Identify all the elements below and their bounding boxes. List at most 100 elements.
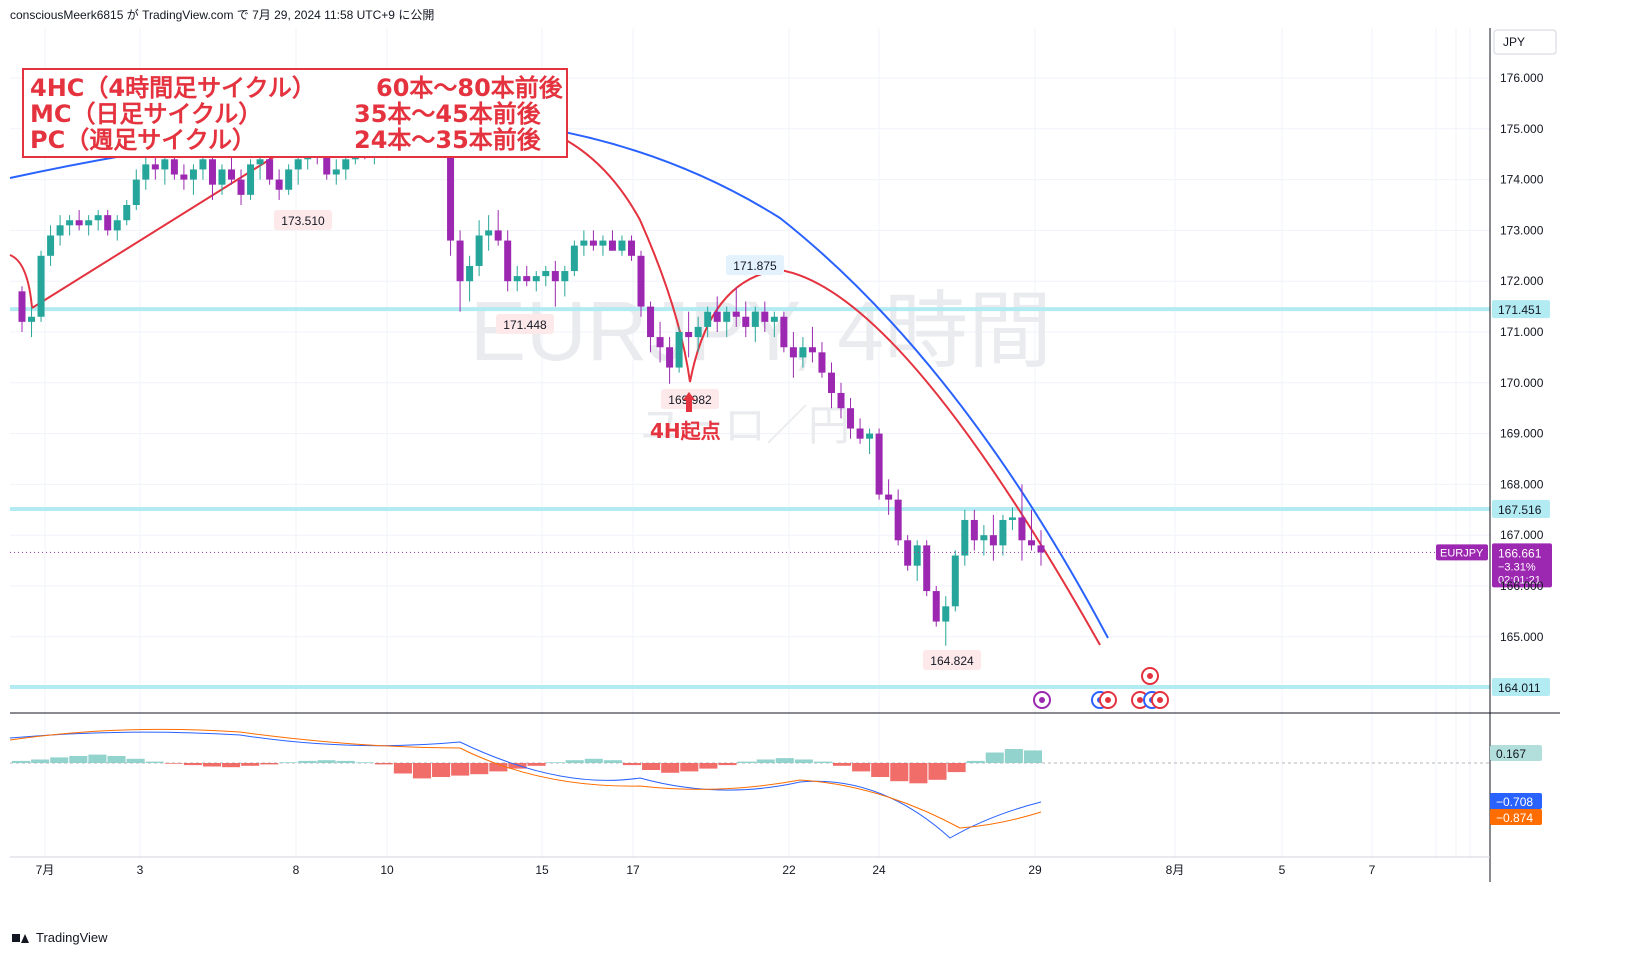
event-markers[interactable]: [1033, 667, 1169, 709]
y-tick-label: 166.000: [1500, 579, 1544, 593]
candle-body: [256, 159, 264, 165]
candle-body: [732, 311, 740, 317]
candle-body: [75, 220, 83, 226]
macd-histogram-bar: [737, 761, 756, 763]
macd-histogram-bar: [470, 763, 489, 775]
macd-histogram-bar: [50, 757, 69, 763]
last-price-text: −3.31%: [1498, 561, 1536, 573]
candle-body: [942, 606, 950, 622]
candle-body: [523, 276, 531, 282]
macd-histogram-bar: [107, 756, 126, 763]
macd-histogram-bar: [775, 758, 794, 763]
candle-body: [513, 276, 521, 282]
candle-body: [18, 291, 26, 322]
candle-body: [885, 494, 893, 500]
macd-histogram-bar: [718, 763, 737, 766]
macd-line: [9, 731, 1042, 839]
macd-histogram-bar: [1023, 750, 1042, 763]
level-tag: [1492, 678, 1550, 697]
macd-histogram-bar: [794, 759, 813, 763]
candle-body: [56, 225, 64, 236]
candle-body: [904, 540, 912, 566]
candle-body: [637, 255, 645, 307]
macd-histogram-bar: [451, 763, 470, 776]
y-tick-label: 171.000: [1500, 325, 1544, 339]
candle-body: [913, 545, 921, 566]
candle-body: [618, 240, 626, 251]
candle-body: [580, 240, 588, 246]
candle-body: [47, 235, 55, 256]
macd-histogram-bar: [183, 763, 202, 766]
event-marker-dot: [1039, 697, 1045, 703]
candle-body: [894, 499, 902, 541]
candle-body: [723, 311, 731, 322]
candle-body: [818, 352, 826, 373]
candle-body: [999, 519, 1007, 546]
hc-cycle-curve: [9, 116, 1101, 646]
footer[interactable]: TradingView: [12, 930, 108, 945]
macd-histogram-bar: [374, 763, 393, 765]
x-tick-label: 17: [626, 863, 640, 877]
candle-body: [847, 408, 855, 429]
macd-histogram-bar: [928, 763, 947, 780]
currency-label: JPY: [1503, 35, 1525, 49]
watermark-sub: ユーロ／円: [640, 401, 850, 450]
candle-body: [970, 519, 978, 541]
candle-body: [780, 316, 788, 348]
macd-histogram-bar: [508, 763, 527, 769]
candle-body: [85, 220, 93, 226]
y-tick-label: 168.000: [1500, 477, 1544, 491]
price-label-box: [726, 255, 784, 275]
candle-body: [1027, 540, 1035, 546]
macd-histogram-bar: [699, 763, 718, 769]
publish-header: consciousMeerk6815 が TradingView.com で 7…: [10, 8, 435, 22]
x-tick-label: 7月: [36, 863, 55, 877]
candle-body: [751, 311, 759, 327]
x-tick-label: 8月: [1166, 863, 1185, 877]
candle-body: [66, 220, 74, 226]
cycle-info-box[interactable]: 4HC（4時間足サイクル） 60本〜80本前後 MC（日足サイクル） 35本〜4…: [22, 68, 568, 158]
macd-histogram-bar: [661, 763, 680, 773]
macd-histogram-bar: [1004, 749, 1023, 763]
pc-cycle-curve: [9, 116, 1109, 639]
x-tick-label: 8: [293, 863, 300, 877]
level-tag: [1492, 300, 1550, 319]
price-label-box: [274, 210, 332, 230]
candle-body: [742, 316, 750, 327]
macd-histogram-bar: [88, 754, 107, 763]
cycle-curves[interactable]: [9, 116, 1109, 646]
last-price-text: 02:01:21: [1498, 574, 1541, 586]
y-tick-label: 173.000: [1500, 223, 1544, 237]
candle-body: [570, 245, 578, 272]
candle-body: [123, 205, 131, 221]
candle-body: [161, 159, 169, 170]
candle-body: [142, 164, 150, 180]
macd-histogram-bar: [145, 761, 164, 763]
candle-body: [294, 159, 302, 170]
candle-body: [28, 316, 36, 322]
candle-body: [332, 169, 340, 175]
info-label-pc: PC（週足サイクル）: [30, 126, 257, 154]
candle-body: [827, 372, 835, 393]
macd-value-text: −0.708: [1496, 795, 1533, 809]
candle-body: [456, 240, 464, 282]
candle-body: [504, 240, 512, 282]
candle-body: [666, 347, 674, 368]
macd-histogram-bar: [756, 759, 775, 763]
candle-body: [961, 519, 969, 556]
candle-body: [799, 347, 807, 358]
x-tick-label: 22: [782, 863, 796, 877]
macd-histogram-bar: [432, 763, 451, 777]
macd-histogram-bar: [565, 760, 584, 763]
candle-body: [951, 555, 959, 607]
horizontal-levels[interactable]: 171.451 167.516 164.011: [10, 300, 1550, 697]
candle-body: [561, 271, 569, 282]
y-tick-label: 172.000: [1500, 274, 1544, 288]
candle-body: [770, 316, 778, 322]
tradingview-logo-icon: [12, 932, 30, 944]
candle-body: [980, 535, 988, 541]
macd-histogram-bar: [890, 763, 909, 782]
candle-body: [599, 240, 607, 246]
